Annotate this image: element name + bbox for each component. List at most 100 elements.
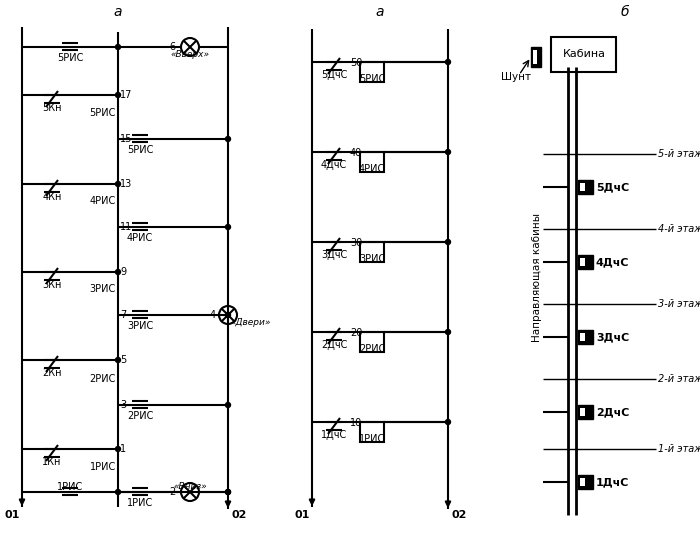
Text: 5Кн: 5Кн bbox=[42, 103, 62, 113]
Text: 4РИС: 4РИС bbox=[90, 197, 116, 207]
Text: 2ДчС: 2ДчС bbox=[321, 340, 347, 350]
Text: 10: 10 bbox=[350, 418, 362, 428]
Circle shape bbox=[445, 419, 451, 425]
Text: 1ДчС: 1ДчС bbox=[321, 430, 347, 440]
Text: 1Кн: 1Кн bbox=[42, 457, 62, 467]
Text: 3: 3 bbox=[120, 400, 126, 410]
Text: а: а bbox=[376, 5, 384, 19]
Text: 4РИС: 4РИС bbox=[127, 233, 153, 243]
Bar bbox=[531, 47, 541, 67]
Bar bbox=[580, 258, 585, 266]
Text: б: б bbox=[621, 5, 629, 19]
Text: 9: 9 bbox=[120, 267, 126, 277]
Text: 4ДчС: 4ДчС bbox=[596, 257, 629, 267]
Circle shape bbox=[116, 92, 120, 98]
Bar bbox=[578, 405, 593, 419]
Text: 3-й этаж: 3-й этаж bbox=[658, 299, 700, 309]
Text: 01: 01 bbox=[295, 510, 310, 520]
Text: 3РИС: 3РИС bbox=[90, 285, 116, 294]
Text: 3ДчС: 3ДчС bbox=[321, 250, 347, 260]
Bar bbox=[551, 37, 616, 72]
Text: 2ДчС: 2ДчС bbox=[596, 407, 629, 417]
Text: 5РИС: 5РИС bbox=[127, 145, 153, 155]
Text: 1-й этаж: 1-й этаж bbox=[658, 444, 700, 454]
Bar bbox=[578, 475, 593, 489]
Text: 13: 13 bbox=[120, 179, 132, 189]
Circle shape bbox=[116, 182, 120, 186]
Text: 1РИС: 1РИС bbox=[127, 498, 153, 508]
Circle shape bbox=[445, 149, 451, 155]
Circle shape bbox=[225, 313, 230, 317]
Text: 4ДчС: 4ДчС bbox=[321, 160, 347, 170]
Bar bbox=[360, 152, 384, 172]
Text: 01: 01 bbox=[5, 510, 20, 520]
Text: 50: 50 bbox=[350, 58, 362, 68]
Bar bbox=[360, 332, 384, 352]
Text: «Двери»: «Двери» bbox=[230, 318, 270, 327]
Circle shape bbox=[116, 446, 120, 452]
Text: Шунт: Шунт bbox=[501, 72, 531, 82]
Text: 11: 11 bbox=[120, 222, 132, 232]
Text: 3РИС: 3РИС bbox=[127, 321, 153, 331]
Text: а: а bbox=[113, 5, 122, 19]
Text: 2Кн: 2Кн bbox=[42, 368, 62, 378]
Text: 7: 7 bbox=[120, 310, 126, 320]
Text: 5-й этаж: 5-й этаж bbox=[658, 149, 700, 159]
Circle shape bbox=[225, 224, 230, 229]
Bar bbox=[360, 422, 384, 442]
Circle shape bbox=[225, 403, 230, 408]
Text: «Вверх»: «Вверх» bbox=[171, 50, 209, 59]
Text: 1РИС: 1РИС bbox=[90, 461, 116, 471]
Bar bbox=[580, 478, 585, 486]
Bar bbox=[580, 333, 585, 341]
Text: 3ДчС: 3ДчС bbox=[596, 332, 629, 342]
Circle shape bbox=[445, 330, 451, 335]
Bar bbox=[533, 50, 537, 64]
Bar bbox=[360, 62, 384, 82]
Circle shape bbox=[116, 270, 120, 274]
Text: 5ДчС: 5ДчС bbox=[596, 182, 629, 192]
Circle shape bbox=[445, 60, 451, 64]
Text: 1ДчС: 1ДчС bbox=[596, 477, 629, 487]
Bar bbox=[580, 183, 585, 191]
Text: 15: 15 bbox=[120, 134, 132, 144]
Text: 3РИС: 3РИС bbox=[359, 254, 385, 264]
Text: 40: 40 bbox=[350, 148, 362, 158]
Text: 02: 02 bbox=[451, 510, 466, 520]
Circle shape bbox=[116, 45, 120, 49]
Circle shape bbox=[225, 136, 230, 142]
Text: 2РИС: 2РИС bbox=[127, 411, 153, 421]
Text: 1РИС: 1РИС bbox=[359, 434, 385, 444]
Text: 3Кн: 3Кн bbox=[42, 280, 62, 290]
Text: 1РИС: 1РИС bbox=[57, 482, 83, 492]
Text: 5РИС: 5РИС bbox=[90, 108, 116, 118]
Text: 20: 20 bbox=[350, 328, 362, 338]
Text: 4-й этаж: 4-й этаж bbox=[658, 224, 700, 234]
Text: Направляющая кабины: Направляющая кабины bbox=[532, 213, 542, 342]
Bar bbox=[580, 408, 585, 416]
Circle shape bbox=[445, 240, 451, 244]
Text: 5РИС: 5РИС bbox=[359, 74, 385, 84]
Circle shape bbox=[116, 358, 120, 362]
Text: «Вниз»: «Вниз» bbox=[173, 482, 206, 491]
Text: 5РИС: 5РИС bbox=[57, 53, 83, 63]
Text: 2РИС: 2РИС bbox=[359, 344, 385, 354]
Circle shape bbox=[116, 490, 120, 495]
Text: 1: 1 bbox=[120, 444, 126, 454]
Circle shape bbox=[225, 490, 230, 495]
Text: 4РИС: 4РИС bbox=[359, 164, 385, 174]
Text: 2РИС: 2РИС bbox=[90, 374, 116, 383]
Bar bbox=[578, 180, 593, 194]
Bar bbox=[360, 242, 384, 262]
Bar bbox=[578, 255, 593, 269]
Text: 2: 2 bbox=[169, 487, 176, 497]
Text: Кабина: Кабина bbox=[563, 49, 606, 59]
Text: 2-й этаж: 2-й этаж bbox=[658, 374, 700, 384]
Text: 5: 5 bbox=[120, 355, 126, 365]
Text: 6: 6 bbox=[170, 42, 176, 52]
Circle shape bbox=[225, 490, 230, 495]
Text: 5ДчС: 5ДчС bbox=[321, 70, 347, 80]
Text: 30: 30 bbox=[350, 238, 362, 248]
Bar bbox=[578, 330, 593, 344]
Text: 02: 02 bbox=[231, 510, 246, 520]
